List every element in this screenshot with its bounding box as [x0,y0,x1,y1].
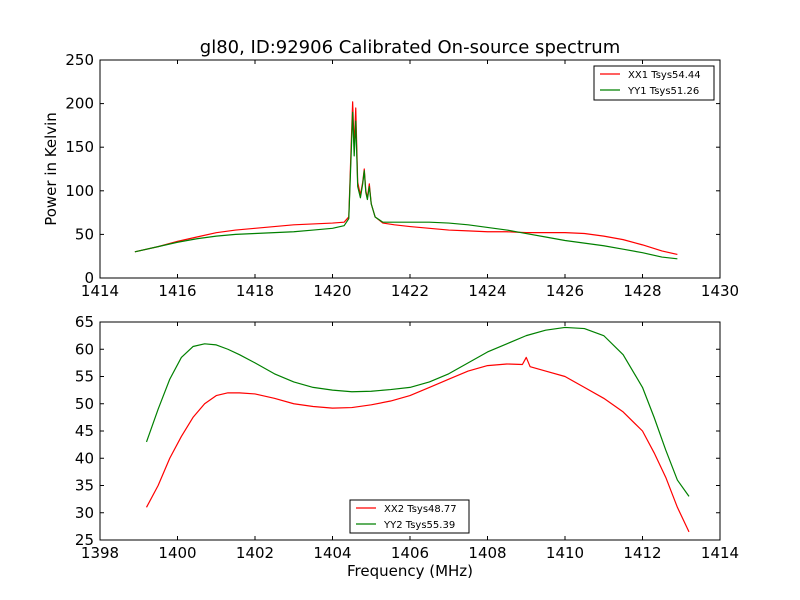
top-legend: XX1 Tsys54.44 YY1 Tsys51.26 [593,65,715,101]
top-y-tick-label: 250 [65,51,94,69]
bottom-x-tick-label: 1398 [81,544,119,562]
bottom-y-tick-label: 45 [75,422,94,440]
top-x-tick-label: 1418 [236,282,274,300]
bottom-y-tick-label: 35 [75,477,94,495]
top-y-tick-label: 0 [84,269,94,287]
top-x-tick-label: 1420 [313,282,351,300]
bottom-plot-lines [145,326,690,533]
bottom-y-tick-label: 25 [75,531,94,549]
top-x-tick-label: 1414 [81,282,119,300]
top-x-tick-label: 1422 [391,282,429,300]
bottom-y-tick-label: 50 [75,395,94,413]
bottom-x-tick-label: 1406 [391,544,429,562]
top-x-tick-label: 1424 [468,282,506,300]
top-series-yy1-tsys51-26 [134,111,678,260]
top-y-tick-label: 200 [65,95,94,113]
top-x-tick-label: 1430 [701,282,739,300]
top-y-tick-label: 100 [65,182,94,200]
bottom-x-tick-label: 1404 [313,544,351,562]
top-x-tick-label: 1416 [158,282,196,300]
top-plot-lines [134,101,678,260]
top-panel: 1414 1416 1418 1420 1422 1424 1426 1428 1430 0 50 1… [42,51,739,300]
top-y-axis-label: Power in Kelvin [42,112,60,226]
top-x-tick-label: 1428 [623,282,661,300]
bottom-x-tick-label: 1410 [546,544,584,562]
bottom-panel: 1398 1400 1402 1404 1406 1408 1410 1412 1414 25 30… [75,313,739,580]
bottom-legend-label-yy2: YY2 Tsys55.39 [383,520,455,531]
top-legend-label-xx1: XX1 Tsys54.44 [628,70,701,81]
top-y-tick-label: 50 [75,225,94,243]
top-legend-label-yy1: YY1 Tsys51.26 [627,86,699,97]
bottom-x-tick-label: 1400 [158,544,196,562]
bottom-legend-label-xx2: XX2 Tsys48.77 [384,504,457,515]
bottom-y-tick-label: 55 [75,368,94,386]
chart-title: gl80, ID:92906 Calibrated On-source spec… [200,37,620,58]
bottom-x-axis-label: Frequency (MHz) [347,562,473,580]
bottom-legend: XX2 Tsys48.77 YY2 Tsys55.39 [349,499,470,534]
top-legend-box [593,65,715,101]
bottom-axis-ticks: 1398 1400 1402 1404 1406 1408 1410 1412 1414 25 30… [75,313,739,562]
bottom-y-tick-label: 40 [75,449,94,467]
top-axis-ticks: 1414 1416 1418 1420 1422 1424 1426 1428 1430 0 50 1… [65,51,739,300]
bottom-x-tick-label: 1408 [468,544,506,562]
bottom-x-tick-label: 1414 [701,544,739,562]
bottom-legend-box [349,499,470,534]
bottom-series-yy2-tsys55-39 [145,326,690,497]
bottom-x-tick-label: 1402 [236,544,274,562]
top-x-tick-label: 1426 [546,282,584,300]
top-y-tick-label: 150 [65,138,94,156]
bottom-y-tick-label: 30 [75,504,94,522]
bottom-series-xx2-tsys48-77 [145,356,690,533]
bottom-x-tick-label: 1412 [623,544,661,562]
bottom-y-tick-label: 65 [75,313,94,331]
bottom-y-tick-label: 60 [75,340,94,358]
